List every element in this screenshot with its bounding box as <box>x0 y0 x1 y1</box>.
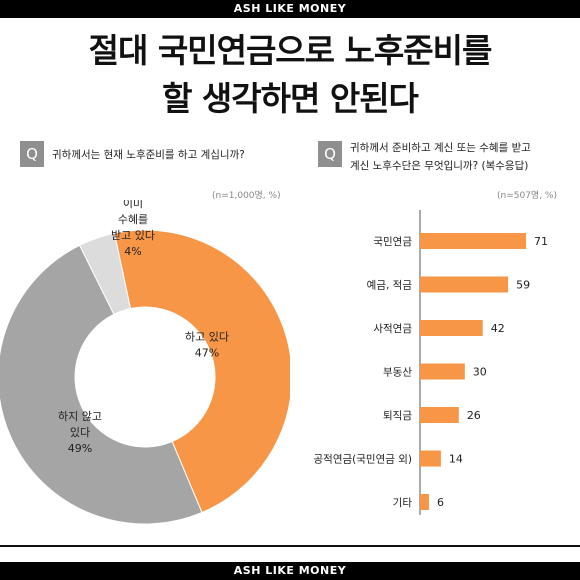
donut-slice <box>0 244 203 525</box>
bar-category-label: 기타 <box>393 497 413 509</box>
donut-slice-label: 받고 있다 <box>111 229 155 242</box>
headline-line-2: 할 생각하면 안된다 <box>162 79 419 118</box>
left-q-badge: Q <box>20 141 44 167</box>
bar-category-label: 부동산 <box>383 367 412 379</box>
bar-value-label: 42 <box>491 322 505 335</box>
left-question: 귀하께서는 현재 노후준비를 하고 계십니까? <box>52 149 245 161</box>
brand-banner-top: ASH LIKE MONEY <box>0 0 580 18</box>
bar <box>420 320 483 336</box>
bar-category-label: 퇴직금 <box>383 410 412 422</box>
bar-value-label: 6 <box>437 496 444 509</box>
bar-value-label: 26 <box>467 409 481 422</box>
donut-slice-label: 하지 않고 <box>58 409 102 423</box>
bar-category-label: 공적연금(국민연금 외) <box>314 454 412 466</box>
bar-chart: 국민연금 71 예금, 적금 59 사적연금 42 부동산 30 퇴직금 26 공적연금(국민연금 … <box>314 210 548 515</box>
right-question-line-1: 귀하께서 준비하고 계신 또는 수혜를 받고 <box>350 142 531 154</box>
donut-slice-label: 4% <box>124 245 141 258</box>
right-question-line-2: 계신 노후수단은 무엇입니까? (복수응답) <box>350 160 529 172</box>
bottom-divider <box>0 545 580 547</box>
bar <box>420 363 465 380</box>
bar <box>420 276 509 293</box>
brand-banner-bottom: ASH LIKE MONEY <box>0 562 580 580</box>
bar <box>420 494 429 510</box>
donut-slice <box>78 232 132 315</box>
donut-slice-label: 47% <box>195 347 219 360</box>
bar <box>420 450 441 467</box>
donut-slice-label: 49% <box>68 442 92 455</box>
bar-value-label: 59 <box>516 279 530 292</box>
left-sample-note: (n=1,000명, %) <box>212 191 281 201</box>
bar-value-label: 14 <box>449 453 463 466</box>
headline-line-1: 절대 국민연금으로 노후준비를 <box>88 31 493 70</box>
bar-category-label: 국민연금 <box>373 236 412 248</box>
donut-slice-label: 하고 있다 <box>185 330 229 344</box>
bar-category-label: 예금, 적금 <box>367 279 413 292</box>
right-q-badge: Q <box>318 141 342 167</box>
donut-slice <box>113 229 290 514</box>
donut-slice-label: 있다 <box>70 426 90 439</box>
bar <box>420 233 527 249</box>
donut-slice-label: 이미 <box>123 200 143 210</box>
right-sample-note: (n=507명, %) <box>497 191 557 201</box>
bar-category-label: 사적연금 <box>373 323 412 335</box>
donut-slice-label: 수혜를 <box>118 213 148 226</box>
bar-value-label: 30 <box>473 366 487 379</box>
bar <box>420 407 459 423</box>
bar-value-label: 71 <box>534 235 548 248</box>
